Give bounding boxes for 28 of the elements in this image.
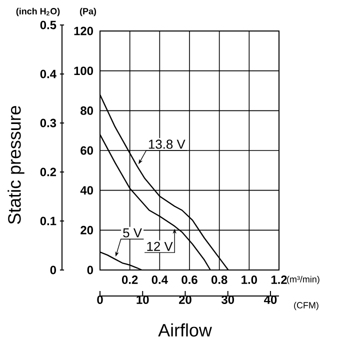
y2-axis-title: (inch H$_{2}$O): [16, 8, 60, 16]
y-tick-label: 60: [80, 146, 93, 155]
series-label: 5 V: [123, 228, 142, 238]
x2-axis-title: (CFM): [294, 302, 318, 310]
y-tick-label: 40: [80, 186, 93, 195]
text: Airflow: [158, 323, 212, 337]
y-tick-label: 120: [74, 26, 93, 36]
y2-tick-label: 0.5: [40, 20, 56, 30]
text: Static pressure: [8, 106, 24, 224]
x-tick-label: 0.6: [182, 276, 198, 284]
y-tick-label: 80: [80, 106, 93, 115]
series-label: 13.8 V: [148, 140, 186, 149]
y-axis-title: (Pa): [80, 8, 96, 16]
x-tick-label: 1.0: [242, 276, 257, 284]
y2-tick-label: 0.3: [40, 118, 56, 128]
y2-tick-label: 0.4: [40, 70, 56, 78]
x-tick-label: 1.2: [271, 276, 287, 284]
y-tick-label: 0: [87, 266, 93, 274]
x-tick-label: 0.2: [122, 276, 138, 284]
x-tick-label: 0.4: [152, 276, 168, 284]
y-tick-label: 100: [74, 66, 93, 76]
legend-label: 12 V: [147, 242, 173, 251]
y2-tick-label: 0.2: [40, 168, 56, 176]
x-axis-title: (m³/min): [287, 276, 320, 284]
x-tick-label: 0.8: [211, 276, 228, 284]
y2-tick-label: 0: [50, 266, 56, 274]
y2-tick-label: 0.1: [40, 216, 56, 226]
y-tick-label: 20: [80, 226, 93, 234]
